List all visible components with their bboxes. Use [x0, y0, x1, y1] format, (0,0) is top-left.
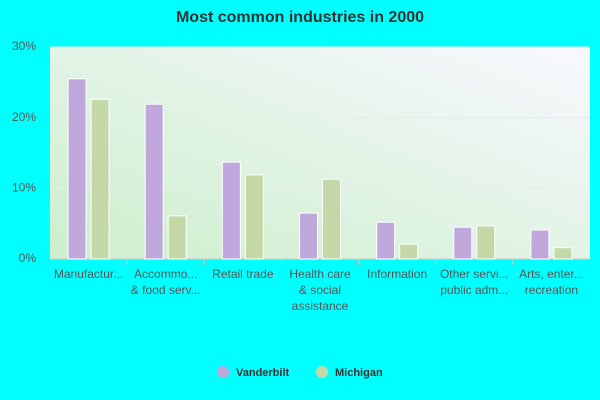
- x-tick-label: Information: [367, 267, 427, 281]
- legend-marker: [217, 366, 229, 378]
- bar: [399, 243, 419, 260]
- legend-marker: [316, 366, 328, 378]
- bar: [144, 103, 164, 260]
- bar: [167, 215, 187, 260]
- x-tick-label: recreation: [525, 283, 578, 297]
- x-tick-label: assistance: [292, 299, 349, 313]
- x-tick-label: public adm...: [440, 283, 508, 297]
- x-tick-label: & social: [299, 283, 341, 297]
- y-tick-label: 0%: [19, 251, 37, 265]
- bar: [530, 229, 550, 260]
- bar: [221, 161, 241, 260]
- x-tick-label: Other servi...: [440, 267, 509, 281]
- x-tick-label: Retail trade: [212, 267, 274, 281]
- bar: [244, 174, 264, 260]
- bar: [67, 78, 87, 260]
- bar: [322, 178, 341, 260]
- x-tick-label: Health care: [289, 267, 351, 281]
- x-tick-label: Manufactur...: [54, 267, 123, 281]
- bar: [553, 247, 573, 260]
- y-tick-label: 20%: [12, 110, 36, 124]
- x-tick-label: & food serv...: [131, 283, 201, 297]
- y-tick-label: 10%: [12, 181, 36, 195]
- legend-label: Michigan: [335, 367, 383, 379]
- chart-title: Most common industries in 2000: [176, 9, 424, 26]
- plot-area: [50, 47, 590, 259]
- x-tick-label: Accommo...: [134, 267, 197, 281]
- bar: [476, 225, 496, 260]
- bar: [376, 221, 396, 260]
- legend-label: Vanderbilt: [236, 367, 290, 379]
- bar: [453, 226, 473, 260]
- bar: [90, 98, 110, 260]
- bar: [299, 212, 318, 260]
- y-tick-label: 30%: [12, 39, 36, 53]
- x-tick-label: Arts, enter...: [519, 267, 584, 281]
